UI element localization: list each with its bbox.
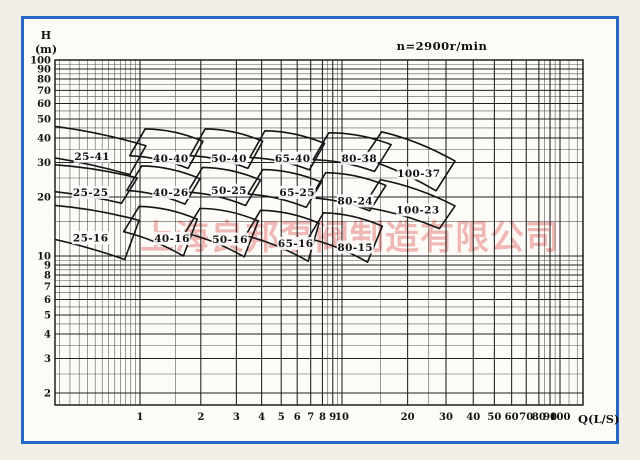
pump-envelope-65-16 (244, 209, 320, 263)
y-tick-label: 5 (44, 311, 51, 322)
x-tick-label: 4 (258, 412, 265, 423)
label-halo (340, 151, 378, 165)
pump-envelope-65-25 (247, 168, 323, 209)
pump-model-label: 65-40 (275, 153, 311, 165)
y-tick-label: 7 (44, 282, 51, 293)
pump-model-label: 50-25 (211, 185, 247, 197)
label-halo (277, 236, 315, 250)
y-tick-label: 20 (37, 192, 51, 203)
x-tick-label: 1 (137, 412, 144, 423)
label-halo (72, 231, 110, 245)
y-tick-label: 8 (44, 270, 51, 281)
pump-envelope-65-40 (249, 130, 326, 171)
pump-envelope-40-26 (125, 165, 201, 205)
pump-model-label: 25-16 (73, 232, 109, 244)
pump-envelope-25-16 (55, 204, 140, 261)
y-tick-label: 90 (37, 64, 51, 75)
x-tick-label: 10 (335, 412, 349, 423)
y-tick-label: 9 (44, 260, 51, 271)
label-halo (278, 185, 316, 199)
pump-model-label: 40-26 (153, 187, 189, 199)
y-tick-label: 70 (37, 86, 51, 97)
pump-envelope-80-38 (312, 132, 392, 173)
y-tick-label: 40 (37, 133, 51, 144)
x-tick-label: 9 (329, 412, 336, 423)
plot-border (54, 59, 584, 406)
pump-envelope-50-25 (186, 166, 262, 207)
tick-labels-layer: 1 2 3 4 5 6 7 8 910 20 30 40 50 60 7080901001009080706… (30, 56, 570, 424)
x-tick-label: 90 (543, 412, 557, 423)
pump-model-labels-layer: 25-41 40-40 50-40 65-40 80-38 100-37 25-25 40-2… (72, 149, 441, 254)
x-tick-label: 7 (307, 412, 314, 423)
label-halo (210, 183, 248, 197)
label-halo (152, 151, 190, 165)
y-tick-label: 2 (44, 388, 51, 399)
pump-envelope-layer (55, 125, 456, 263)
x-tick-label: 6 (294, 412, 301, 423)
pump-model-label: 40-40 (153, 153, 189, 165)
y-axis-unit: (m) (35, 43, 57, 56)
pump-model-label: 25-25 (73, 187, 109, 199)
x-tick-label: 50 (487, 412, 501, 423)
pump-envelope-50-16 (184, 207, 260, 258)
y-tick-label: 50 (37, 115, 51, 126)
pump-model-label: 80-24 (337, 196, 373, 208)
label-halo (397, 166, 441, 180)
pump-model-label: 50-16 (212, 234, 248, 246)
pump-model-label: 65-25 (279, 187, 315, 199)
pump-envelope-50-40 (189, 128, 264, 170)
y-tick-label: 60 (37, 99, 51, 110)
pump-envelope-80-24 (309, 171, 387, 212)
x-tick-label: 3 (233, 412, 240, 423)
y-tick-label: 100 (30, 56, 51, 67)
pump-model-label: 100-37 (397, 168, 440, 180)
label-halo (72, 185, 110, 199)
pump-model-label: 65-16 (278, 238, 314, 250)
label-halo (336, 240, 374, 254)
label-halo (152, 185, 190, 199)
y-axis-title: H (41, 29, 51, 42)
pump-envelope-40-16 (122, 205, 199, 257)
pump-model-label: 50-40 (211, 153, 247, 165)
label-halo (73, 149, 111, 163)
x-tick-label: 8 (319, 412, 326, 423)
pump-envelope-80-15 (307, 212, 384, 263)
x-tick-label: 20 (401, 412, 415, 423)
label-halo (210, 151, 248, 165)
x-tick-label: 40 (466, 412, 480, 423)
pump-envelope-100-23 (362, 178, 456, 230)
pump-envelope-25-25 (55, 164, 139, 204)
y-tick-label: 4 (44, 329, 51, 340)
speed-annotation: n=2900r/min (397, 39, 488, 53)
pump-envelope-25-41 (55, 125, 147, 176)
y-tick-label: 6 (44, 295, 51, 306)
pump-envelope-100-37 (363, 131, 456, 192)
x-tick-label: 70 (519, 412, 533, 423)
pump-envelope-40-40 (128, 128, 204, 170)
pump-model-label: 25-41 (74, 151, 110, 163)
pump-model-label: 80-15 (337, 242, 373, 254)
label-halo (211, 232, 249, 246)
pump-model-label: 80-38 (341, 153, 377, 165)
label-halo (153, 231, 191, 245)
pump-model-label: 100-23 (396, 205, 439, 217)
x-tick-label: 60 (505, 412, 519, 423)
x-tick-label: 80 (532, 412, 546, 423)
label-halo (336, 194, 374, 208)
x-tick-label: 100 (550, 412, 571, 423)
pump-model-label: 40-16 (154, 233, 190, 245)
x-tick-label: 5 (278, 412, 285, 423)
x-tick-label: 2 (197, 412, 204, 423)
chart-frame (21, 16, 619, 444)
x-axis-unit: Q(L/S) (578, 412, 620, 426)
y-tick-label: 80 (37, 74, 51, 85)
label-halo (274, 151, 312, 165)
y-tick-label: 10 (37, 252, 51, 263)
y-tick-label: 3 (44, 354, 51, 365)
x-tick-label: 30 (439, 412, 453, 423)
label-halo (396, 203, 440, 217)
y-tick-label: 30 (37, 158, 51, 169)
